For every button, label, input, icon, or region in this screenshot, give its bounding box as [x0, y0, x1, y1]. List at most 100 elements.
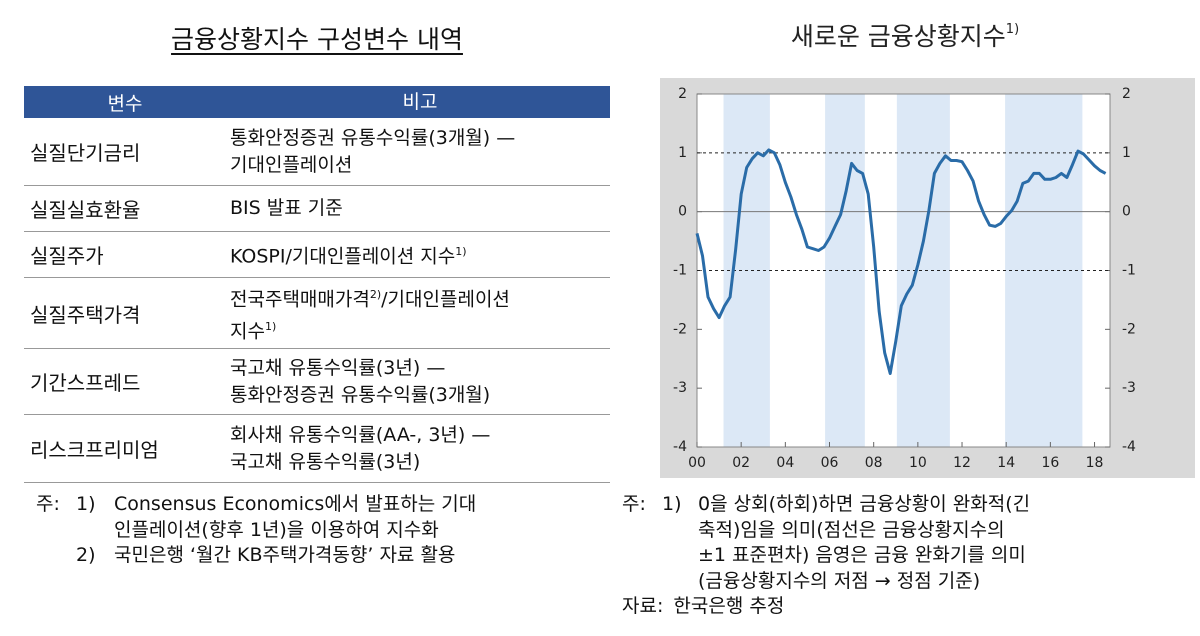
note-label	[622, 569, 662, 595]
y-tick-label: 0	[678, 204, 687, 220]
note-text: Consensus Economics에서 발표하는 기대	[114, 493, 477, 515]
table-header: 변수 비고	[24, 86, 610, 118]
y2-tick-label: -2	[1122, 321, 1136, 337]
cell-line: KOSPI/기대인플레이션 지수1)	[230, 238, 610, 270]
note-line: 주: 1) Consensus Economics에서 발표하는 기대	[36, 492, 616, 518]
note-line: 2) 국민은행 ‘월간 KB주택가격동향’ 자료 활용	[36, 543, 616, 569]
cell-text: 회사채 유통수익률(AA-, 3년) —	[230, 423, 491, 446]
note-number	[76, 518, 114, 544]
note-text: 국민은행 ‘월간 KB주택가격동향’ 자료 활용	[114, 544, 456, 566]
header-cell: 변수	[107, 92, 143, 115]
note-text: 축적)임을 의미(점선은 금융상황지수의	[698, 518, 1005, 541]
table-notes: 주: 1) Consensus Economics에서 발표하는 기대 인플레이션(향…	[36, 492, 616, 569]
y-tick-label: 2	[678, 86, 687, 102]
variable-cell: 실질단기금리	[30, 141, 141, 165]
variable-cell: 실질실효환율	[30, 198, 141, 222]
y2-tick-label: -1	[1122, 263, 1136, 279]
note-label: 주:	[36, 493, 60, 515]
note-number	[662, 543, 698, 569]
y-tick-label: 1	[678, 145, 687, 161]
note-line: 주: 1) 0을 상회(하회)하면 금융상황이 완화적(긴	[622, 492, 1197, 518]
note-text: ±1 표준편차) 음영은 금융 완화기를 의미	[698, 544, 1026, 566]
x-tick-label: 12	[953, 455, 971, 471]
title-note: 1)	[1006, 22, 1019, 37]
table-row: 실질주가 KOSPI/기대인플레이션 지수1)	[24, 232, 610, 278]
x-tick-label: 18	[1086, 455, 1104, 471]
footnote-mark: 2)	[369, 287, 382, 301]
variable-cell: 실질주택가격	[30, 302, 141, 327]
table-row: 실질실효환율 BIS 발표 기준	[24, 186, 610, 232]
note-line: 축적)임을 의미(점선은 금융상황지수의	[622, 518, 1197, 544]
note-line: (금융상황지수의 저점 → 정점 기준)	[622, 569, 1197, 595]
y2-tick-label: 1	[1122, 145, 1131, 161]
table-title: 금융상황지수 구성변수 내역	[171, 25, 463, 54]
note-text: 인플레이션(향후 1년)을 이용하여 지수화	[114, 518, 439, 541]
variable-cell: 기간스프레드	[30, 371, 141, 395]
cell-text: 통화안정증권 유통수익률(3개월)	[230, 383, 491, 406]
note-line: ±1 표준편차) 음영은 금융 완화기를 의미	[622, 543, 1197, 569]
cell-text: 지수	[230, 320, 265, 343]
note-text: 0을 상회(하회)하면 금융상황이 완화적(긴	[698, 493, 1031, 515]
chart: 새로운 금융상황지수1)-4 -4-3 -3-2 -2-1 -10 01 12 200 02 04…	[660, 22, 1195, 478]
variable-cell: 리스크프리미엄	[30, 438, 159, 462]
x-tick-label: 06	[821, 455, 839, 471]
cell-line: 기대인플레이션	[230, 152, 610, 179]
note-text: (금융상황지수의 저점 → 정점 기준)	[698, 569, 981, 592]
note-cell: 회사채 유통수익률(AA-, 3년) — 국고채 유통수익률(3년)	[220, 422, 610, 476]
table-row: 리스크프리미엄 회사채 유통수익률(AA-, 3년) — 국고채 유통수익률(3년)	[24, 415, 610, 483]
cell-text: 전국주택매매가격	[230, 288, 370, 310]
y2-tick-label: 0	[1122, 204, 1131, 220]
note-number	[662, 518, 698, 544]
note-number: 2)	[76, 544, 96, 566]
x-tick-label: 14	[997, 455, 1015, 471]
table-row: 기간스프레드 국고채 유통수익률(3년) — 통화안정증권 유통수익률(3개월)	[24, 349, 610, 415]
note-label	[622, 543, 662, 569]
footnote-mark: 1)	[264, 320, 277, 333]
note-cell: 통화안정증권 유통수익률(3개월) — 기대인플레이션	[220, 125, 610, 179]
note-number: 1)	[662, 493, 682, 515]
cell-text: 국고채 유통수익률(3년)	[230, 450, 421, 473]
note-cell: BIS 발표 기준	[220, 195, 610, 222]
y2-tick-label: 2	[1122, 86, 1131, 102]
cell-line: 회사채 유통수익률(AA-, 3년) —	[230, 422, 610, 449]
source-label: 자료:	[622, 595, 664, 617]
note-line: 인플레이션(향후 1년)을 이용하여 지수화	[36, 518, 616, 544]
x-tick-label: 00	[688, 455, 706, 471]
note-cell: 국고채 유통수익률(3년) — 통화안정증권 유통수익률(3개월)	[220, 355, 610, 409]
title-text: 새로운 금융상황지수	[791, 22, 1006, 51]
cell-line: 국고채 유통수익률(3년)	[230, 449, 610, 476]
header-cell: 비고	[402, 90, 438, 113]
cell-text: 통화안정증권 유통수익률(3개월) —	[230, 126, 516, 149]
y-tick-label: -3	[673, 380, 687, 396]
cell-line: BIS 발표 기준	[230, 195, 610, 222]
cell-line: 통화안정증권 유통수익률(3개월)	[230, 382, 610, 409]
cell-line: 국고채 유통수익률(3년) —	[230, 355, 610, 382]
y2-tick-label: -4	[1122, 439, 1136, 455]
note-label: 주:	[622, 493, 646, 515]
note-label	[36, 518, 76, 544]
variable-cell: 실질주가	[30, 244, 104, 268]
y-tick-label: -2	[673, 321, 687, 337]
note-cell: KOSPI/기대인플레이션 지수1)	[220, 238, 610, 270]
footnote-mark: 1)	[455, 245, 467, 259]
cell-text: KOSPI/기대인플레이션 지수	[230, 245, 456, 268]
y2-tick-label: -3	[1122, 380, 1136, 396]
cell-text: 국고채 유통수익률(3년) —	[230, 356, 446, 379]
x-tick-label: 04	[776, 455, 794, 471]
cell-text: 기대인플레이션	[230, 153, 353, 176]
y-tick-label: -1	[673, 263, 687, 279]
note-label	[36, 543, 76, 569]
easing-period	[896, 94, 950, 447]
x-tick-label: 10	[909, 455, 927, 471]
table-row: 실질단기금리 통화안정증권 유통수익률(3개월) — 기대인플레이션	[24, 118, 610, 186]
cell-text: /기대인플레이션	[381, 288, 510, 310]
x-tick-label: 02	[732, 455, 750, 471]
cell-line: 전국주택매매가격2)/기대인플레이션	[230, 281, 610, 313]
source-text: 한국은행 추정	[673, 595, 785, 617]
x-tick-label: 08	[865, 455, 883, 471]
cell-line: 통화안정증권 유통수익률(3개월) —	[230, 125, 610, 152]
